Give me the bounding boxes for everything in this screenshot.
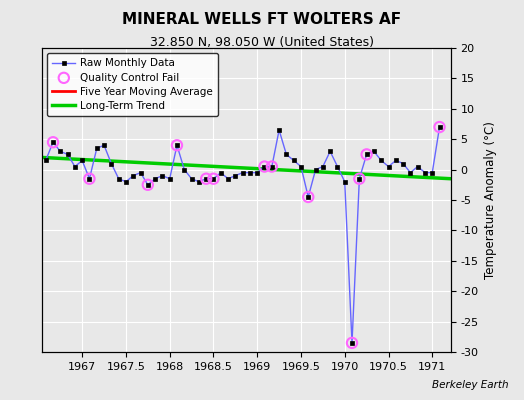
Legend: Raw Monthly Data, Quality Control Fail, Five Year Moving Average, Long-Term Tren: Raw Monthly Data, Quality Control Fail, … — [47, 53, 219, 116]
Raw Monthly Data — [436, 125, 443, 130]
Quality Control Fail — [144, 182, 152, 188]
Text: Berkeley Earth: Berkeley Earth — [432, 380, 508, 390]
Raw Monthly Data — [189, 176, 195, 181]
Quality Control Fail — [260, 163, 269, 170]
Raw Monthly Data — [86, 176, 93, 181]
Quality Control Fail — [268, 163, 276, 170]
Line: Raw Monthly Data: Raw Monthly Data — [43, 125, 442, 345]
Raw Monthly Data — [115, 176, 122, 181]
Raw Monthly Data — [349, 340, 355, 345]
Quality Control Fail — [173, 142, 181, 148]
Raw Monthly Data — [42, 158, 49, 163]
Raw Monthly Data — [137, 170, 144, 175]
Quality Control Fail — [348, 340, 356, 346]
Quality Control Fail — [202, 176, 211, 182]
Text: 32.850 N, 98.050 W (United States): 32.850 N, 98.050 W (United States) — [150, 36, 374, 49]
Y-axis label: Temperature Anomaly (°C): Temperature Anomaly (°C) — [484, 121, 497, 279]
Quality Control Fail — [85, 176, 94, 182]
Raw Monthly Data — [429, 170, 435, 175]
Quality Control Fail — [209, 176, 217, 182]
Quality Control Fail — [355, 176, 364, 182]
Quality Control Fail — [304, 194, 312, 200]
Raw Monthly Data — [400, 161, 406, 166]
Text: MINERAL WELLS FT WOLTERS AF: MINERAL WELLS FT WOLTERS AF — [123, 12, 401, 27]
Quality Control Fail — [435, 124, 444, 130]
Quality Control Fail — [49, 139, 57, 146]
Quality Control Fail — [363, 151, 371, 158]
